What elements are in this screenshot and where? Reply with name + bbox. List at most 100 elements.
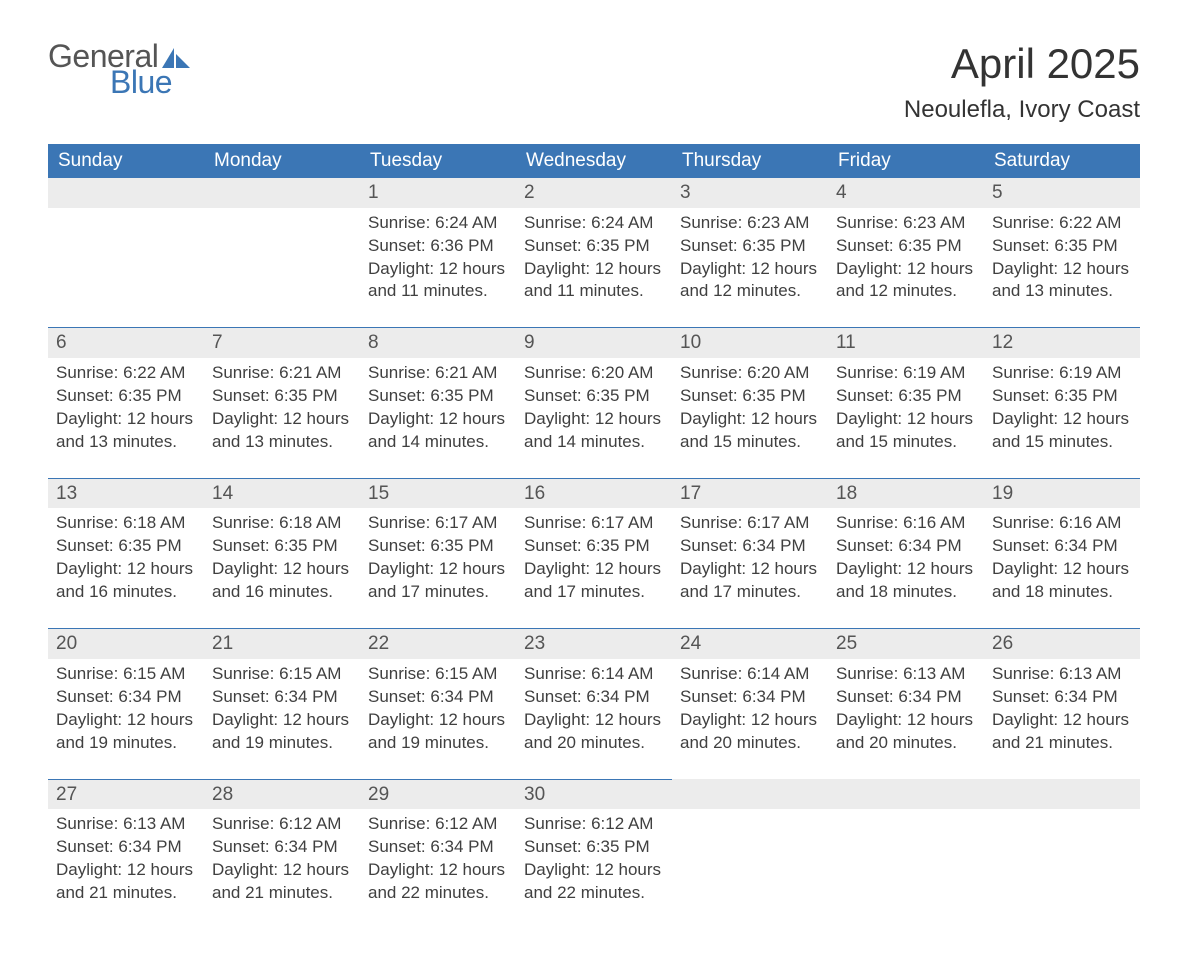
sunrise-line: Sunrise: 6:16 AM xyxy=(836,512,976,535)
sunset-line: Sunset: 6:35 PM xyxy=(524,836,664,859)
sunrise-line: Sunrise: 6:17 AM xyxy=(524,512,664,535)
daylight-line: Daylight: 12 hours and 15 minutes. xyxy=(680,408,820,454)
logo-sail-icon xyxy=(162,48,190,68)
daylight-line: Daylight: 12 hours and 19 minutes. xyxy=(212,709,352,755)
calendar-day-cell: 6Sunrise: 6:22 AMSunset: 6:35 PMDaylight… xyxy=(48,328,204,478)
day-header: Friday xyxy=(828,144,984,178)
sunrise-line: Sunrise: 6:20 AM xyxy=(524,362,664,385)
sunrise-line: Sunrise: 6:18 AM xyxy=(56,512,196,535)
sunrise-line: Sunrise: 6:13 AM xyxy=(992,663,1132,686)
sunrise-line: Sunrise: 6:18 AM xyxy=(212,512,352,535)
calendar-week-row: 13Sunrise: 6:18 AMSunset: 6:35 PMDayligh… xyxy=(48,478,1140,628)
calendar-day-cell: 27Sunrise: 6:13 AMSunset: 6:34 PMDayligh… xyxy=(48,779,204,929)
sunrise-line: Sunrise: 6:16 AM xyxy=(992,512,1132,535)
calendar-day-cell: 19Sunrise: 6:16 AMSunset: 6:34 PMDayligh… xyxy=(984,478,1140,628)
sunset-line: Sunset: 6:34 PM xyxy=(212,686,352,709)
daylight-line: Daylight: 12 hours and 21 minutes. xyxy=(212,859,352,905)
sunrise-line: Sunrise: 6:12 AM xyxy=(212,813,352,836)
daylight-line: Daylight: 12 hours and 12 minutes. xyxy=(680,258,820,304)
logo-word-blue: Blue xyxy=(110,66,190,98)
daylight-line: Daylight: 12 hours and 22 minutes. xyxy=(524,859,664,905)
calendar-day-cell: 26Sunrise: 6:13 AMSunset: 6:34 PMDayligh… xyxy=(984,629,1140,779)
daylight-line: Daylight: 12 hours and 20 minutes. xyxy=(680,709,820,755)
calendar-week-row: 27Sunrise: 6:13 AMSunset: 6:34 PMDayligh… xyxy=(48,779,1140,929)
calendar-day-cell: 28 Sunrise: 6:12 AMSunset: 6:34 PMDayligh… xyxy=(204,779,360,929)
day-number: 8 xyxy=(360,328,516,358)
day-number: 16 xyxy=(516,479,672,509)
calendar-day-cell: 1Sunrise: 6:24 AMSunset: 6:36 PMDaylight… xyxy=(360,178,516,328)
day-number: 27 xyxy=(48,780,204,810)
daylight-line: Daylight: 12 hours and 13 minutes. xyxy=(56,408,196,454)
calendar-day-cell xyxy=(672,779,828,929)
day-number-bar xyxy=(204,178,360,208)
sunrise-line: Sunrise: 6:12 AM xyxy=(524,813,664,836)
calendar-table: SundayMondayTuesdayWednesdayThursdayFrid… xyxy=(48,144,1140,929)
daylight-line: Daylight: 12 hours and 14 minutes. xyxy=(524,408,664,454)
day-header-row: SundayMondayTuesdayWednesdayThursdayFrid… xyxy=(48,144,1140,178)
daylight-line: Daylight: 12 hours and 15 minutes. xyxy=(836,408,976,454)
calendar-day-cell: 12Sunrise: 6:19 AMSunset: 6:35 PMDayligh… xyxy=(984,328,1140,478)
day-number: 7 xyxy=(204,328,360,358)
day-number: 1 xyxy=(360,178,516,208)
sunset-line: Sunset: 6:35 PM xyxy=(680,235,820,258)
daylight-line: Daylight: 12 hours and 18 minutes. xyxy=(836,558,976,604)
day-number: 12 xyxy=(984,328,1140,358)
day-header: Tuesday xyxy=(360,144,516,178)
day-number: 21 xyxy=(204,629,360,659)
sunrise-line: Sunrise: 6:24 AM xyxy=(368,212,508,235)
calendar-day-cell: 4Sunrise: 6:23 AMSunset: 6:35 PMDaylight… xyxy=(828,178,984,328)
daylight-line: Daylight: 12 hours and 19 minutes. xyxy=(368,709,508,755)
daylight-line: Daylight: 12 hours and 17 minutes. xyxy=(524,558,664,604)
day-number: 28 xyxy=(204,780,360,810)
daylight-line: Daylight: 12 hours and 18 minutes. xyxy=(992,558,1132,604)
day-number: 29 xyxy=(360,780,516,810)
daylight-line: Daylight: 12 hours and 20 minutes. xyxy=(524,709,664,755)
daylight-line: Daylight: 12 hours and 12 minutes. xyxy=(836,258,976,304)
calendar-day-cell xyxy=(828,779,984,929)
location-subtitle: Neoulefla, Ivory Coast xyxy=(904,96,1140,124)
day-number: 14 xyxy=(204,479,360,509)
calendar-day-cell: 25 Sunrise: 6:13 AMSunset: 6:34 PMDayligh… xyxy=(828,629,984,779)
day-number-bar xyxy=(828,779,984,809)
sunrise-line: Sunrise: 6:19 AM xyxy=(992,362,1132,385)
calendar-day-cell: 18Sunrise: 6:16 AMSunset: 6:34 PMDayligh… xyxy=(828,478,984,628)
day-header: Thursday xyxy=(672,144,828,178)
sunset-line: Sunset: 6:34 PM xyxy=(680,686,820,709)
day-number: 26 xyxy=(984,629,1140,659)
calendar-day-cell: 29Sunrise: 6:12 AMSunset: 6:34 PMDayligh… xyxy=(360,779,516,929)
day-number-bar xyxy=(48,178,204,208)
sunrise-line: Sunrise: 6:15 AM xyxy=(212,663,352,686)
day-number: 9 xyxy=(516,328,672,358)
day-header: Sunday xyxy=(48,144,204,178)
sunrise-line: Sunrise: 6:12 AM xyxy=(368,813,508,836)
daylight-line: Daylight: 12 hours and 16 minutes. xyxy=(212,558,352,604)
sunset-line: Sunset: 6:35 PM xyxy=(836,235,976,258)
calendar-day-cell: 21 Sunrise: 6:15 AMSunset: 6:34 PMDayligh… xyxy=(204,629,360,779)
day-number: 24 xyxy=(672,629,828,659)
header-bar: General Blue April 2025 Neoulefla, Ivory… xyxy=(48,40,1140,124)
calendar-day-cell: 20Sunrise: 6:15 AMSunset: 6:34 PMDayligh… xyxy=(48,629,204,779)
sunset-line: Sunset: 6:36 PM xyxy=(368,235,508,258)
sunset-line: Sunset: 6:35 PM xyxy=(680,385,820,408)
sunrise-line: Sunrise: 6:22 AM xyxy=(56,362,196,385)
day-number: 15 xyxy=(360,479,516,509)
daylight-line: Daylight: 12 hours and 21 minutes. xyxy=(56,859,196,905)
sunrise-line: Sunrise: 6:13 AM xyxy=(836,663,976,686)
sunset-line: Sunset: 6:34 PM xyxy=(836,686,976,709)
day-number: 11 xyxy=(828,328,984,358)
daylight-line: Daylight: 12 hours and 17 minutes. xyxy=(680,558,820,604)
daylight-line: Daylight: 12 hours and 20 minutes. xyxy=(836,709,976,755)
sunset-line: Sunset: 6:34 PM xyxy=(836,535,976,558)
sunset-line: Sunset: 6:35 PM xyxy=(212,535,352,558)
calendar-day-cell: 8Sunrise: 6:21 AMSunset: 6:35 PMDaylight… xyxy=(360,328,516,478)
calendar-day-cell: 5Sunrise: 6:22 AMSunset: 6:35 PMDaylight… xyxy=(984,178,1140,328)
day-number: 2 xyxy=(516,178,672,208)
sunrise-line: Sunrise: 6:17 AM xyxy=(680,512,820,535)
calendar-week-row: 6Sunrise: 6:22 AMSunset: 6:35 PMDaylight… xyxy=(48,328,1140,478)
sunset-line: Sunset: 6:34 PM xyxy=(368,836,508,859)
day-number: 25 xyxy=(828,629,984,659)
day-number-bar xyxy=(984,779,1140,809)
sunset-line: Sunset: 6:34 PM xyxy=(212,836,352,859)
sunrise-line: Sunrise: 6:23 AM xyxy=(836,212,976,235)
day-number: 17 xyxy=(672,479,828,509)
